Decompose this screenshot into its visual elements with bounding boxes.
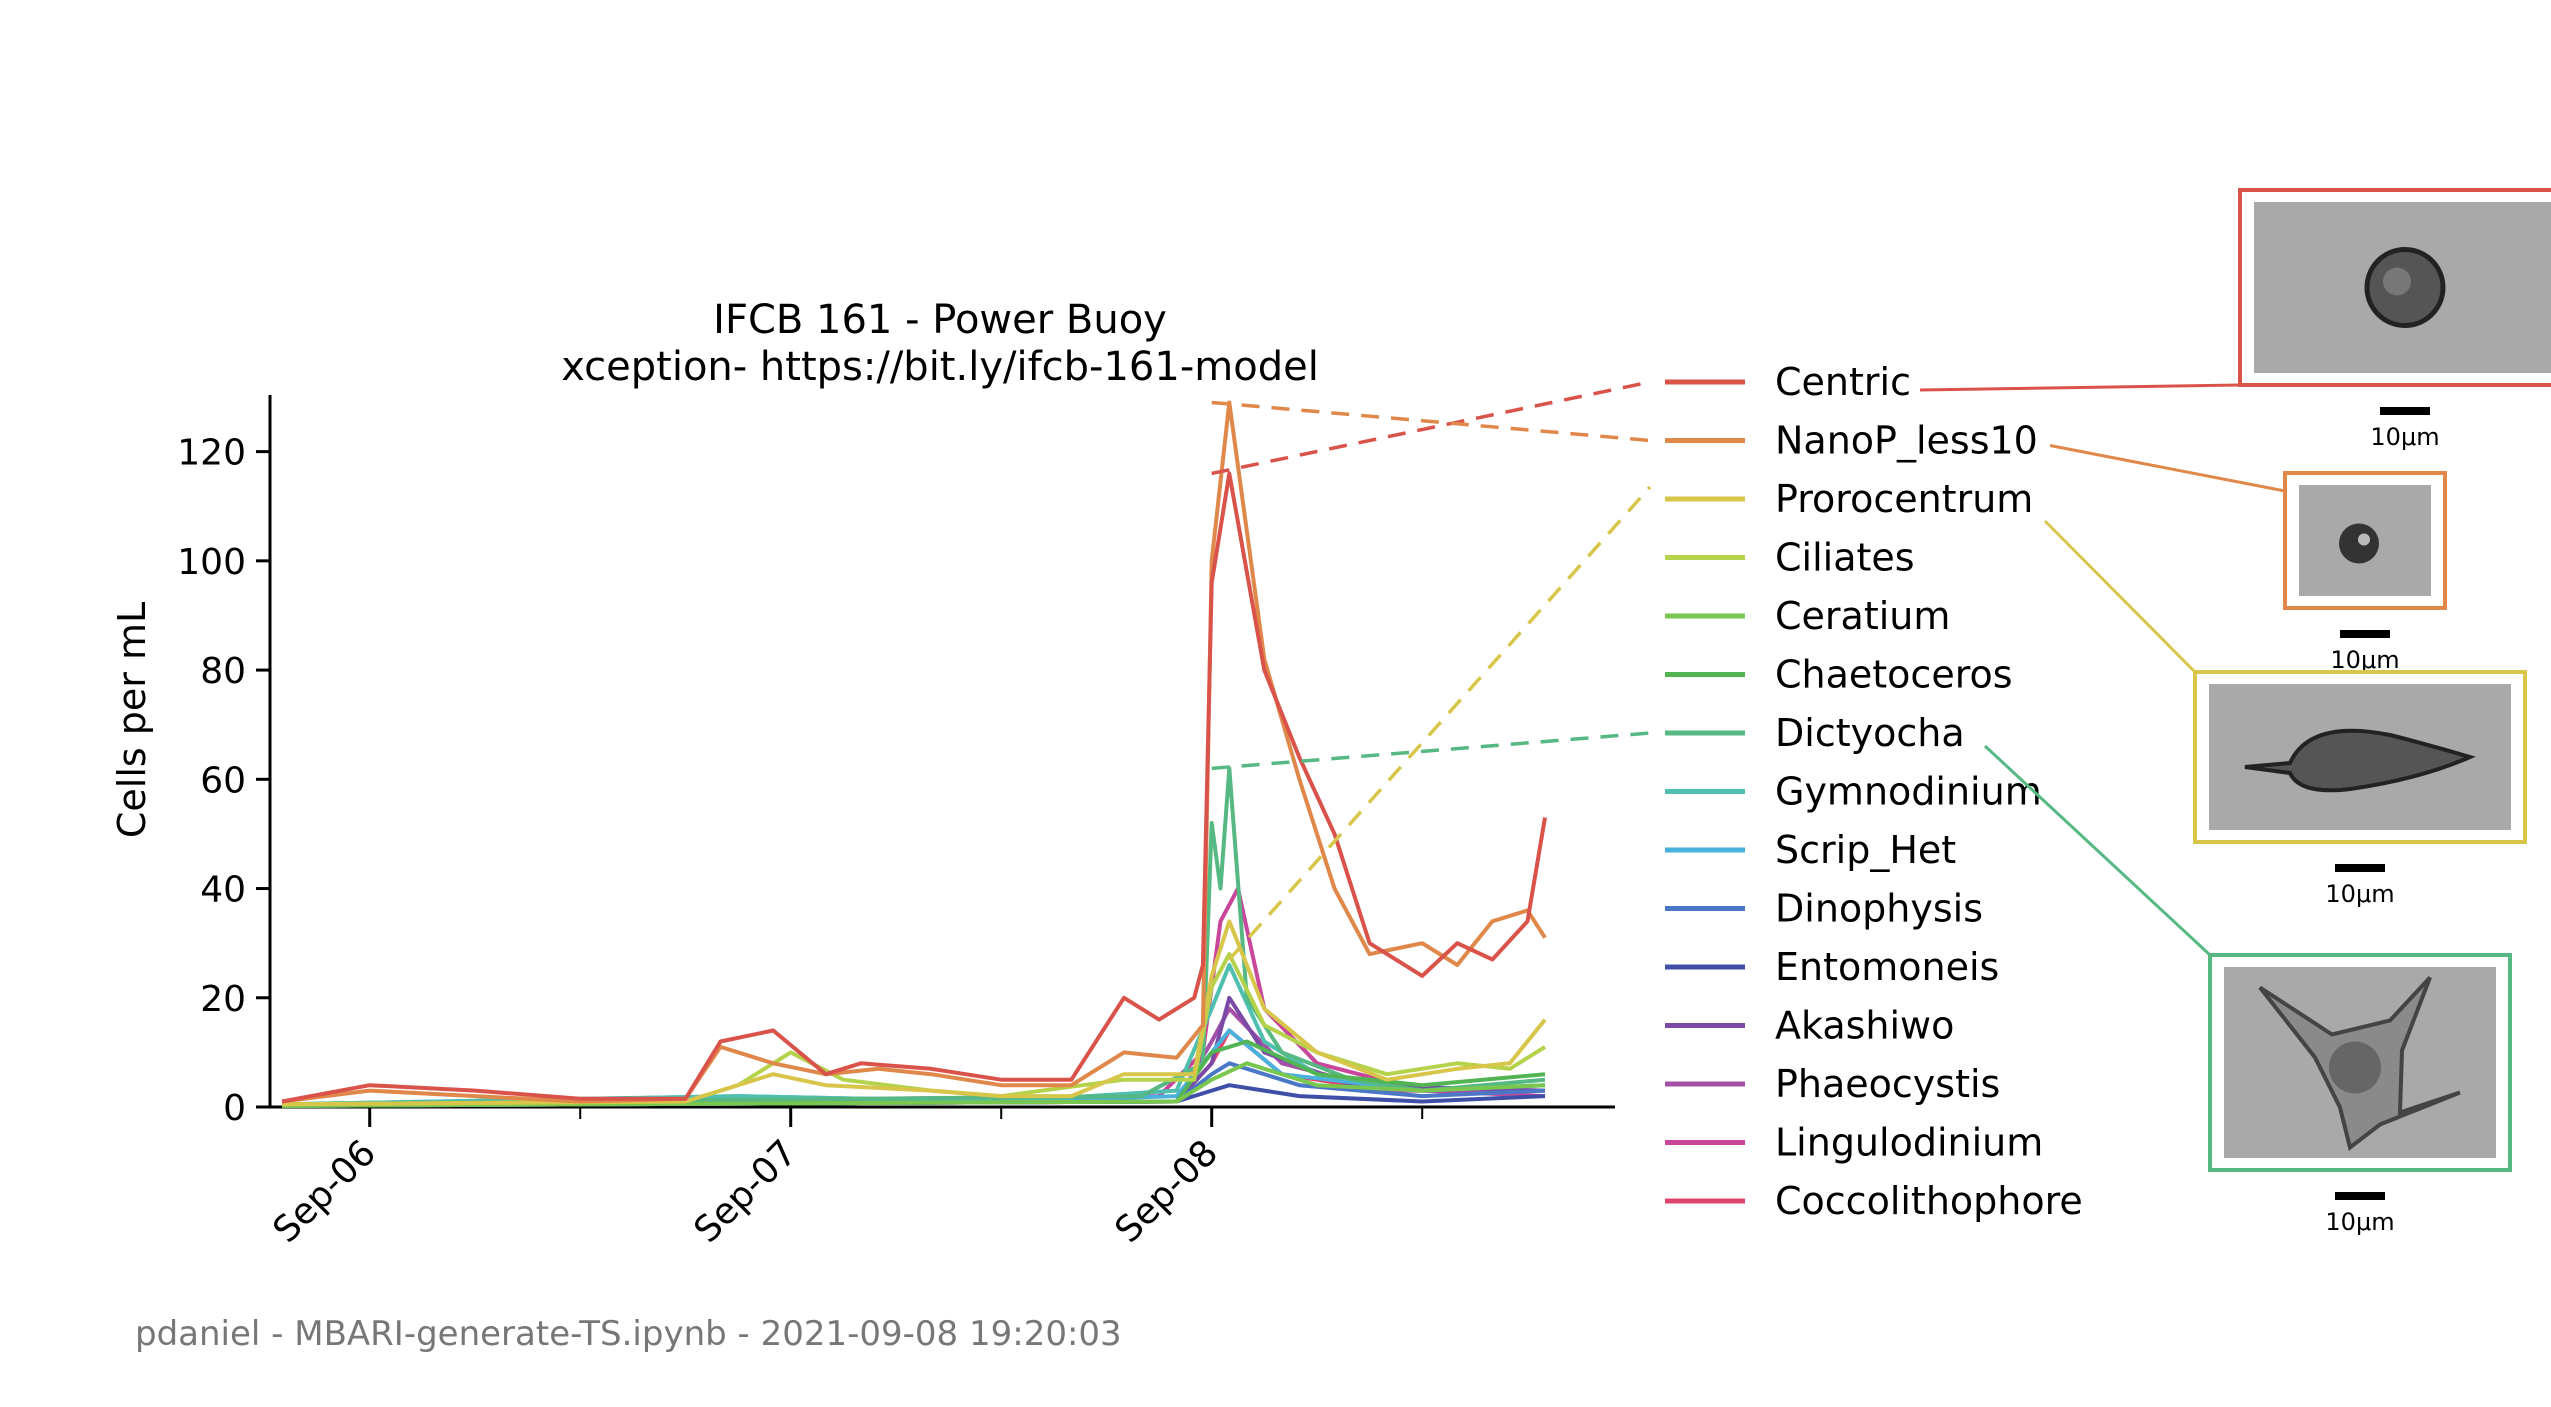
footer-caption: pdaniel - MBARI-generate-TS.ipynb - 2021… <box>135 1314 1122 1354</box>
y-tick-label: 120 <box>177 433 246 474</box>
panel-leader-line <box>1919 383 2241 392</box>
connector-nanop-less10 <box>1211 400 1651 443</box>
connector-lines <box>1211 380 1652 961</box>
image-panel-dictyocha: 10μm <box>1983 744 2512 1236</box>
connector-dictyocha <box>1211 731 1651 771</box>
series-line-nanop-less10 <box>281 400 1547 1104</box>
legend-label: Dinophysis <box>1775 887 1983 931</box>
series-lines <box>281 400 1547 1108</box>
panel-leader-line <box>2049 444 2286 493</box>
legend-label: Gymnodinium <box>1775 770 2042 814</box>
scale-bar <box>2340 630 2390 638</box>
y-tick-label: 0 <box>223 1088 246 1129</box>
series-line-centric <box>281 471 1547 1104</box>
x-tick-label: Sep-07 <box>687 1132 806 1251</box>
legend-label: Dictyocha <box>1775 711 1965 755</box>
cell-detail <box>2329 1041 2381 1094</box>
scale-label: 10μm <box>2325 1208 2394 1236</box>
legend-label: Chaetoceros <box>1775 653 2013 697</box>
cell-glyph <box>2339 523 2379 564</box>
connector-prorocentrum <box>1227 485 1652 961</box>
scale-bar <box>2335 1192 2385 1200</box>
legend-label: Lingulodinium <box>1775 1121 2043 1165</box>
y-tick-label: 80 <box>200 651 246 692</box>
cell-glyph <box>2244 728 2476 793</box>
y-tick-label: 40 <box>200 870 246 911</box>
scale-bar <box>2380 407 2430 415</box>
chart-subtitle: xception- https://bit.ly/ifcb-161-model <box>561 344 1319 390</box>
y-tick-label: 60 <box>200 760 246 801</box>
scale-label: 10μm <box>2370 423 2439 451</box>
panel-leader-line <box>1983 744 2212 957</box>
legend: Centric NanoP_less10 Prorocentrum Ciliates C… <box>1665 360 2083 1223</box>
scale-bar <box>2335 864 2385 872</box>
y-tick-label: 100 <box>177 542 246 583</box>
y-axis-label: Cells per mL <box>110 602 154 838</box>
legend-label: NanoP_less10 <box>1775 419 2038 463</box>
legend-label: Centric <box>1775 360 1911 404</box>
series-line-prorocentrum <box>281 919 1547 1107</box>
y-tick-label: 20 <box>200 979 246 1020</box>
legend-label: Ciliates <box>1775 536 1915 580</box>
scale-label: 10μm <box>2325 880 2394 908</box>
x-tick-label: Sep-06 <box>266 1132 385 1251</box>
cell-detail <box>2383 267 2411 296</box>
image-panel-prorocentrum: 10μm <box>2043 519 2527 908</box>
legend-label: Entomoneis <box>1775 945 1999 989</box>
series-line-ceratium <box>281 1061 1546 1108</box>
legend-label: Coccolithophore <box>1775 1179 2083 1223</box>
panel-leader-line <box>2043 519 2197 674</box>
image-panel-centric: 10μm <box>1919 188 2551 451</box>
x-tick-label: Sep-08 <box>1108 1132 1227 1251</box>
image-panel-nanop-less10: 10μm <box>2049 444 2447 674</box>
scale-label: 10μm <box>2330 646 2399 674</box>
legend-label: Ceratium <box>1775 594 1950 638</box>
legend-label: Akashiwo <box>1775 1004 1954 1048</box>
axes: 0 20 40 60 80 100 120 Sep-06 Sep-07 Sep-08 <box>177 395 1615 1251</box>
legend-label: Scrip_Het <box>1775 828 1956 872</box>
connector-centric <box>1211 380 1651 476</box>
chart-title: IFCB 161 - Power Buoy <box>713 297 1167 343</box>
legend-label: Prorocentrum <box>1775 477 2033 521</box>
image-panels: 10μm 10μm 10μm 10μm <box>1919 188 2551 1236</box>
legend-label: Phaeocystis <box>1775 1062 2000 1106</box>
cell-detail <box>2358 533 2370 546</box>
